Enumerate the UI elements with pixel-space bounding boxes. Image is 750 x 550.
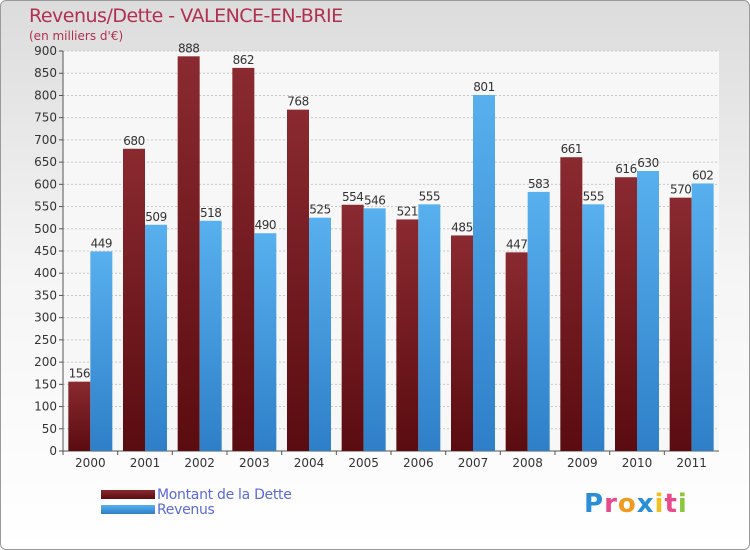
bar-revenus-2007: [473, 95, 495, 451]
y-tick-label-150: 150: [34, 377, 57, 391]
data-label-revenus-2005: 546: [364, 193, 385, 207]
legend-item-revenus: Revenus: [101, 501, 292, 518]
data-label-dette-2005: 554: [342, 190, 363, 204]
legend: Montant de la Dette Revenus: [101, 486, 292, 518]
bar-revenus-2006: [418, 204, 441, 451]
legend-item-dette: Montant de la Dette: [101, 486, 292, 503]
x-tick-label-2001: 2001: [130, 456, 161, 470]
y-tick-label-700: 700: [34, 133, 57, 147]
legend-swatch-revenus: [101, 505, 155, 514]
data-label-dette-2000: 156: [69, 367, 90, 381]
bar-dette-2001: [123, 148, 145, 451]
y-tick-label-50: 50: [42, 422, 57, 436]
data-label-revenus-2002: 518: [200, 206, 221, 220]
bar-revenus-2000: [90, 251, 113, 451]
x-tick-label-2007: 2007: [458, 456, 489, 470]
x-tick-label-2000: 2000: [75, 456, 106, 470]
x-tick-label-2008: 2008: [512, 456, 543, 470]
data-label-revenus-2000: 449: [91, 236, 112, 250]
y-tick-label-800: 800: [34, 88, 57, 102]
data-label-dette-2011: 570: [670, 183, 691, 197]
chart-subtitle: (en milliers d'€): [29, 29, 124, 43]
bar-dette-2007: [451, 235, 473, 451]
y-tick-label-350: 350: [34, 288, 57, 302]
bar-dette-2004: [287, 109, 309, 452]
legend-label-dette: Montant de la Dette: [157, 486, 292, 503]
bar-revenus-2008: [527, 191, 550, 451]
y-tick-label-250: 250: [34, 333, 57, 347]
data-label-revenus-2008: 583: [528, 177, 549, 191]
x-tick-label-2002: 2002: [184, 456, 215, 470]
x-tick-label-2005: 2005: [348, 456, 379, 470]
bar-dette-2010: [615, 177, 637, 451]
data-label-dette-2007: 485: [451, 220, 472, 234]
data-label-dette-2004: 768: [287, 95, 308, 109]
y-tick-label-0: 0: [49, 444, 57, 458]
bar-dette-2000: [68, 381, 91, 451]
chart-title: Revenus/Dette - VALENCE-EN-BRIE: [29, 5, 343, 27]
y-tick-label-400: 400: [34, 266, 57, 280]
data-label-revenus-2011: 602: [692, 168, 713, 182]
bar-dette-2006: [396, 219, 419, 451]
x-tick-label-2009: 2009: [567, 456, 598, 470]
bar-dette-2009: [560, 157, 583, 451]
data-label-dette-2002: 888: [178, 41, 199, 55]
bar-revenus-2009: [582, 204, 605, 451]
legend-label-revenus: Revenus: [157, 501, 215, 518]
logo-letter: P: [584, 489, 605, 519]
bar-revenus-2001: [145, 224, 167, 451]
y-tick-label-550: 550: [34, 200, 57, 214]
data-label-revenus-2001: 509: [145, 210, 166, 224]
bar-dette-2008: [505, 252, 528, 451]
y-tick-label-100: 100: [34, 400, 57, 414]
data-label-revenus-2009: 555: [583, 189, 604, 203]
bar-dette-2011: [669, 197, 692, 451]
logo-letter: i: [677, 489, 688, 519]
bar-revenus-2004: [309, 217, 331, 451]
logo-letter: o: [617, 489, 637, 519]
data-label-dette-2008: 447: [506, 237, 527, 251]
x-tick-label-2010: 2010: [622, 456, 653, 470]
x-tick-label-2011: 2011: [676, 456, 707, 470]
data-label-revenus-2006: 555: [419, 189, 440, 203]
data-label-dette-2009: 661: [561, 142, 582, 156]
data-label-dette-2006: 521: [397, 204, 418, 218]
data-label-revenus-2004: 525: [309, 203, 330, 217]
y-tick-label-500: 500: [34, 222, 57, 236]
y-tick-label-200: 200: [34, 355, 57, 369]
bar-dette-2002: [177, 56, 200, 451]
y-tick-label-850: 850: [34, 66, 57, 80]
logo-letter: i: [654, 489, 665, 519]
data-label-dette-2001: 680: [123, 134, 144, 148]
bar-revenus-2005: [363, 208, 386, 451]
data-label-revenus-2003: 490: [255, 218, 276, 232]
data-label-dette-2010: 616: [615, 162, 636, 176]
y-tick-label-600: 600: [34, 177, 57, 191]
y-tick-label-650: 650: [34, 155, 57, 169]
bar-revenus-2003: [254, 233, 277, 451]
bar-revenus-2011: [691, 183, 714, 451]
x-tick-label-2004: 2004: [294, 456, 325, 470]
logo-letter: x: [636, 489, 655, 519]
x-tick-label-2006: 2006: [403, 456, 434, 470]
bar-revenus-2010: [637, 171, 659, 451]
legend-swatch-dette: [101, 490, 155, 499]
y-tick-label-300: 300: [34, 311, 57, 325]
y-tick-label-450: 450: [34, 244, 57, 258]
data-label-revenus-2010: 630: [637, 156, 658, 170]
data-label-revenus-2007: 801: [473, 80, 494, 94]
data-label-dette-2003: 862: [233, 53, 254, 67]
bar-dette-2005: [341, 204, 364, 451]
x-tick-label-2003: 2003: [239, 456, 270, 470]
logo-letter: r: [604, 489, 618, 519]
bar-revenus-2002: [199, 220, 222, 451]
y-tick-label-900: 900: [34, 44, 57, 58]
logo-letter: t: [664, 489, 678, 519]
y-tick-label-750: 750: [34, 111, 57, 125]
bar-dette-2003: [232, 67, 255, 451]
proxiti-logo: Proxiti: [584, 489, 688, 519]
